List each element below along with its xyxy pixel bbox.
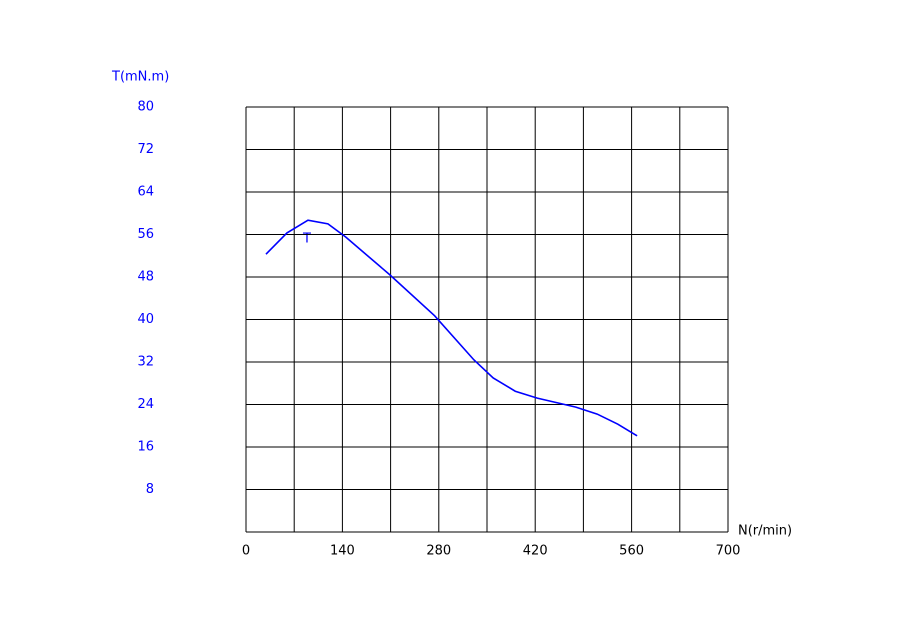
data-line	[265, 219, 638, 437]
x-tick-label: 560	[619, 544, 644, 559]
y-tick-label: 32	[137, 355, 154, 370]
x-tick-label: 280	[426, 544, 451, 559]
y-tick-label: 56	[137, 227, 154, 242]
x-tick-label: 0	[242, 544, 250, 559]
series-label: T	[302, 232, 311, 247]
x-tick-label: 700	[716, 544, 741, 559]
y-tick-label: 64	[137, 185, 154, 200]
y-tick-label: 48	[137, 270, 154, 285]
x-axis-label: N(r/min)	[738, 524, 792, 539]
y-tick-label: 80	[137, 100, 154, 115]
y-tick-label: 24	[137, 397, 154, 412]
y-axis-label: T(mN.m)	[111, 70, 169, 85]
x-tick-label: 140	[330, 544, 355, 559]
y-tick-label: 72	[137, 142, 154, 157]
y-tick-label: 16	[137, 440, 154, 455]
x-tick-label: 420	[523, 544, 548, 559]
y-tick-label: 8	[146, 482, 154, 497]
y-tick-label: 40	[137, 312, 154, 327]
